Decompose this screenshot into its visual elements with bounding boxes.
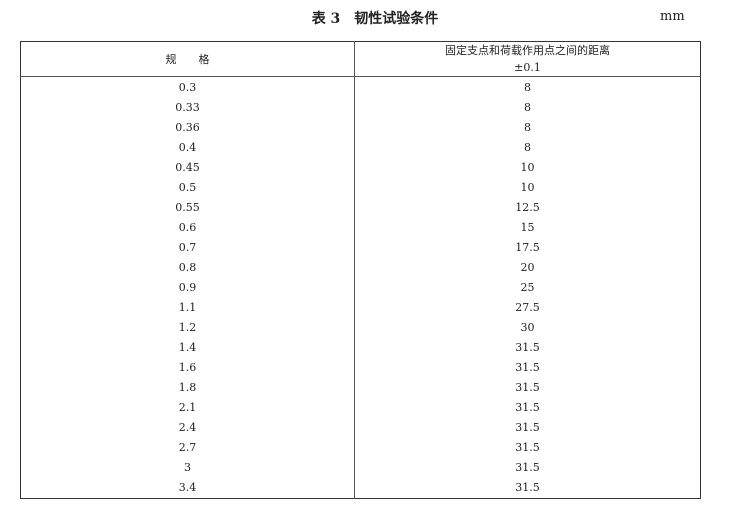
distance-cell: 25 [520,280,535,294]
spec-cell: 2.4 [20,417,355,438]
spec-cell: 0.33 [20,97,355,118]
distance-cell: 31.5 [515,481,540,495]
table-row: 0.9 25 [20,277,701,298]
distance-cell: 31.5 [515,381,540,395]
table-row: 3.4 31.5 [20,477,701,499]
distance-cell: 8 [524,140,531,154]
spec-cell: 0.45 [20,157,355,178]
header-distance: 固定支点和荷载作用点之间的距离 ±0.1 [354,41,701,77]
spec-cell: 1.4 [20,337,355,358]
spec-cell: 0.4 [20,137,355,158]
table-row: 2.7 31.5 [20,437,701,458]
spec-cell: 0.7 [20,237,355,258]
spec-cell: 0.55 [20,197,355,218]
table-row: 0.6 15 [20,217,701,238]
table-row: 0.36 8 [20,117,701,138]
header-row: 规 格 固定支点和荷载作用点之间的距离 ±0.1 [20,41,701,77]
distance-cell: 12.5 [515,200,540,214]
table-row: 2.1 31.5 [20,397,701,418]
distance-cell: 31.5 [515,361,540,375]
spec-cell: 1.1 [20,297,355,318]
spec-cell: 0.5 [20,177,355,198]
distance-cell: 20 [520,260,535,274]
distance-cell: 31.5 [515,341,540,355]
table-row: 1.8 31.5 [20,377,701,398]
spec-cell: 1.8 [20,377,355,398]
distance-cell: 17.5 [515,240,540,254]
distance-cell: 10 [520,160,535,174]
spec-cell: 0.8 [20,257,355,278]
header-distance-label: 固定支点和荷载作用点之间的距离 [445,44,610,57]
spec-cell: 0.36 [20,117,355,138]
spec-cell: 0.6 [20,217,355,238]
spec-cell: 1.2 [20,317,355,338]
table-row: 3 31.5 [20,457,701,478]
table-row: 0.45 10 [20,157,701,178]
spec-cell: 0.3 [20,76,355,98]
spec-cell: 1.6 [20,357,355,378]
table-row: 1.6 31.5 [20,357,701,378]
table-row: 2.4 31.5 [20,417,701,438]
spec-cell: 0.9 [20,277,355,298]
table-row: 0.8 20 [20,257,701,278]
table-row: 0.7 17.5 [20,237,701,258]
table-title: 表 3 韧性试验条件 [311,11,439,27]
table-row: 0.4 8 [20,137,701,158]
header-spec: 规 格 [20,41,355,77]
distance-cell: 8 [524,100,531,114]
distance-cell: 8 [524,80,531,94]
table-row: 0.3 8 [20,76,701,98]
table-row: 0.33 8 [20,97,701,118]
distance-cell: 15 [520,220,535,234]
header-tolerance: ±0.1 [514,61,541,74]
table-row: 1.1 27.5 [20,297,701,318]
distance-cell: 31.5 [515,461,540,475]
distance-cell: 10 [520,180,535,194]
toughness-test-table: 规 格 固定支点和荷载作用点之间的距离 ±0.1 0.3 8 0.33 8 0.36 8 0.… [20,41,701,499]
spec-cell: 2.7 [20,437,355,458]
spec-cell: 3.4 [20,477,355,499]
unit-label: mm [660,9,685,24]
distance-cell: 31.5 [515,421,540,435]
table-row: 1.2 30 [20,317,701,338]
table-row: 1.4 31.5 [20,337,701,358]
distance-cell: 27.5 [515,301,540,315]
distance-cell: 31.5 [515,401,540,415]
distance-cell: 30 [520,321,535,335]
spec-cell: 3 [20,457,355,478]
distance-cell: 31.5 [515,441,540,455]
table-row: 0.55 12.5 [20,197,701,218]
table-row: 0.5 10 [20,177,701,198]
spec-cell: 2.1 [20,397,355,418]
distance-cell: 8 [524,120,531,134]
